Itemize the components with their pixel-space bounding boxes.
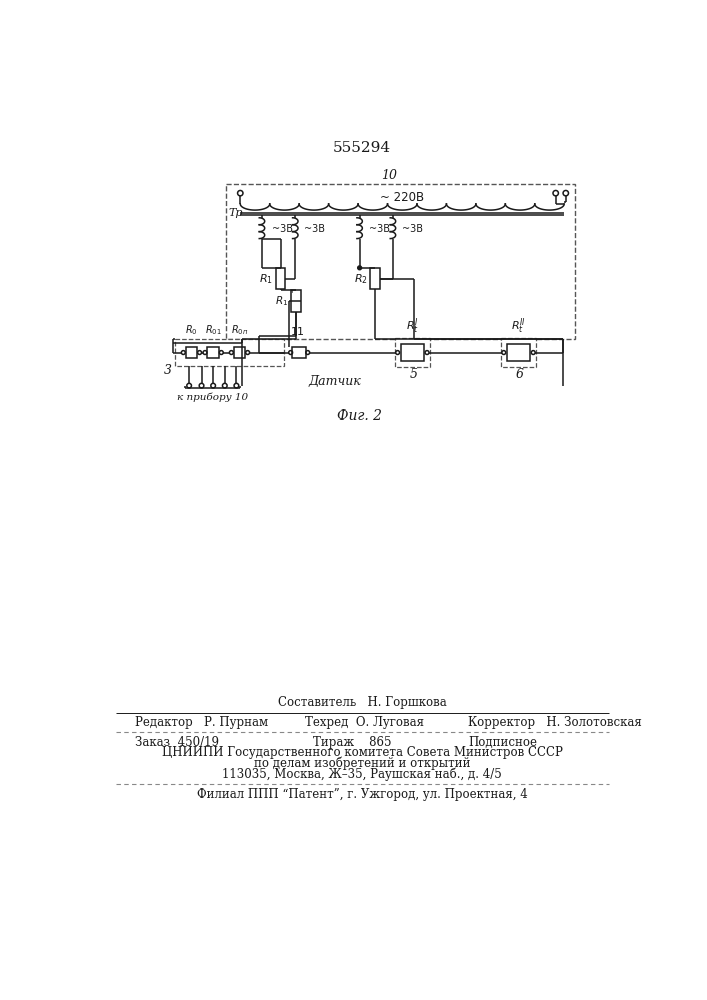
Bar (175, 339, 284, 366)
Bar (226, 184, 575, 339)
Bar (401, 344, 424, 361)
Text: $R_t^I$: $R_t^I$ (406, 317, 419, 336)
Text: Тр: Тр (228, 208, 243, 218)
Text: Корректор   Н. Золотовская: Корректор Н. Золотовская (468, 716, 642, 729)
Bar (370, 268, 380, 289)
Text: 5: 5 (410, 368, 418, 381)
Bar (292, 347, 306, 358)
Text: ~3В: ~3В (402, 224, 423, 234)
Text: Фиг. 2: Фиг. 2 (337, 409, 382, 423)
Circle shape (358, 266, 361, 270)
Text: $R_t^{II}$: $R_t^{II}$ (511, 317, 526, 336)
Text: 3: 3 (163, 364, 171, 377)
Text: ЦНИИПИ Государственного комитета Совета Министров СССР: ЦНИИПИ Государственного комитета Совета … (161, 746, 562, 759)
Bar (507, 344, 530, 361)
Text: Заказ  450/19: Заказ 450/19 (135, 736, 219, 749)
Text: $R_0$: $R_0$ (185, 323, 198, 337)
Text: по делам изобретений и открытий: по делам изобретений и открытий (254, 757, 470, 770)
Bar (207, 347, 219, 358)
Bar (186, 347, 197, 358)
Text: $R_2$: $R_2$ (354, 272, 368, 286)
Text: Датчик: Датчик (308, 375, 361, 388)
Text: $R_{01}$: $R_{01}$ (205, 323, 221, 337)
Bar (291, 290, 300, 312)
Text: ~ 220В: ~ 220В (380, 191, 424, 204)
Bar (501, 338, 537, 367)
Text: Редактор   Р. Пурнам: Редактор Р. Пурнам (135, 716, 268, 729)
Text: Филиал ППП “Патент”, г. Ужгород, ул. Проектная, 4: Филиал ППП “Патент”, г. Ужгород, ул. Про… (197, 788, 527, 801)
Bar (395, 338, 430, 367)
Text: Тираж    865: Тираж 865 (313, 736, 392, 749)
Text: 11: 11 (291, 327, 305, 337)
Bar (276, 268, 285, 289)
Text: 113035, Москва, Ж–35, Раушская наб., д. 4/5: 113035, Москва, Ж–35, Раушская наб., д. … (222, 768, 502, 781)
Text: Техред  О. Луговая: Техред О. Луговая (305, 716, 424, 729)
Text: $R_1$: $R_1$ (259, 272, 273, 286)
Text: Подписное: Подписное (468, 736, 537, 749)
Bar (234, 347, 245, 358)
Text: $R_{0п}$: $R_{0п}$ (231, 323, 248, 337)
Text: ': ' (290, 289, 292, 299)
Text: ~3В: ~3В (369, 224, 390, 234)
Text: $R_1$: $R_1$ (275, 294, 288, 308)
Text: 6: 6 (516, 368, 524, 381)
Text: к прибору 10: к прибору 10 (177, 392, 248, 402)
Text: ~3В: ~3В (272, 224, 293, 234)
Text: 10: 10 (381, 169, 397, 182)
Text: Составитель   Н. Горшкова: Составитель Н. Горшкова (278, 696, 446, 709)
Text: 555294: 555294 (333, 141, 391, 155)
Text: ~3В: ~3В (304, 224, 325, 234)
